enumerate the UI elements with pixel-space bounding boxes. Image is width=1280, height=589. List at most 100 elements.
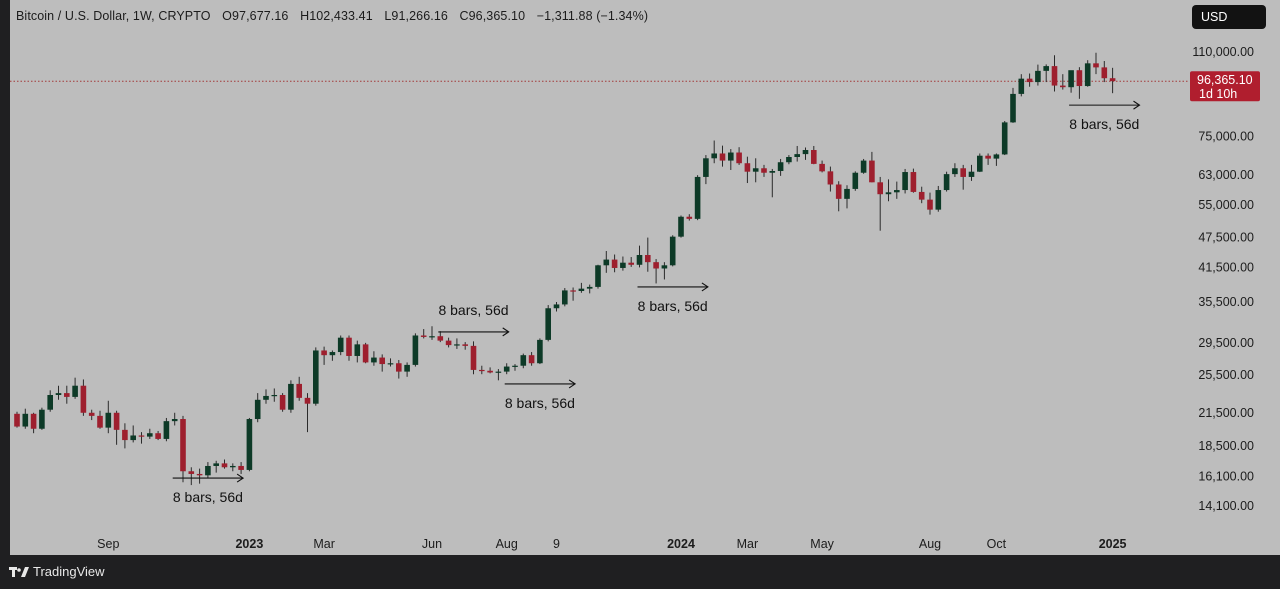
candle-body[interactable] [321, 350, 327, 356]
candle-body[interactable] [503, 366, 510, 372]
candle-body[interactable] [470, 345, 477, 370]
candle-body[interactable] [894, 190, 900, 193]
candle-body[interactable] [860, 160, 867, 173]
candle-body[interactable] [611, 259, 618, 268]
candle-body[interactable] [910, 172, 917, 192]
candle-body[interactable] [479, 369, 485, 372]
candle-body[interactable] [362, 344, 369, 363]
candle-body[interactable] [636, 255, 643, 265]
candle-body[interactable] [138, 435, 145, 437]
candle-body[interactable] [628, 262, 634, 265]
candle-body[interactable] [246, 419, 253, 470]
candle-body[interactable] [171, 419, 178, 422]
candle-body[interactable] [545, 308, 551, 340]
candle-body[interactable] [1001, 122, 1008, 155]
candle-body[interactable] [885, 192, 892, 195]
candle-body[interactable] [512, 365, 518, 367]
candle-body[interactable] [678, 216, 684, 237]
candle-body[interactable] [586, 286, 593, 289]
candle-body[interactable] [1026, 78, 1033, 83]
candle-body[interactable] [113, 412, 120, 430]
candle-body[interactable] [221, 463, 228, 468]
candle-body[interactable] [943, 174, 950, 191]
candle-body[interactable] [669, 236, 676, 266]
candle-body[interactable] [487, 370, 493, 373]
candle-body[interactable] [72, 385, 78, 397]
candle-body[interactable] [230, 465, 236, 468]
candle-body[interactable] [603, 259, 610, 266]
candle-body[interactable] [304, 397, 311, 404]
candle-body[interactable] [263, 395, 269, 400]
candle-body[interactable] [1084, 63, 1091, 87]
candle-body[interactable] [777, 162, 784, 172]
candle-body[interactable] [354, 344, 361, 356]
candle-body[interactable] [918, 191, 925, 200]
candle-body[interactable] [55, 393, 62, 395]
candle-body[interactable] [387, 363, 394, 365]
candle-body[interactable] [562, 290, 568, 305]
candle-body[interactable] [205, 465, 211, 476]
candle-body[interactable] [130, 435, 136, 441]
candle-body[interactable] [379, 357, 385, 365]
candle-body[interactable] [180, 419, 186, 472]
candle-body[interactable] [122, 429, 128, 441]
candle-body[interactable] [437, 336, 444, 341]
candle-body[interactable] [80, 385, 87, 413]
candle-body[interactable] [346, 337, 352, 356]
candle-body[interactable] [752, 168, 759, 172]
candle-body[interactable] [852, 172, 859, 189]
candle-body[interactable] [412, 335, 419, 365]
candle-body[interactable] [337, 337, 344, 353]
candle-body[interactable] [744, 163, 751, 172]
candle-body[interactable] [97, 415, 103, 428]
candle-body[interactable] [462, 344, 468, 346]
candle-body[interactable] [620, 262, 626, 268]
candle-body[interactable] [977, 155, 983, 172]
candle-body[interactable] [736, 152, 742, 164]
candle-body[interactable] [22, 413, 29, 427]
candle-body[interactable] [495, 371, 502, 373]
candle-body[interactable] [39, 409, 45, 429]
candle-body[interactable] [927, 199, 933, 210]
candle-body[interactable] [313, 350, 319, 404]
candle-body[interactable] [960, 168, 966, 177]
candle-body[interactable] [645, 255, 651, 263]
candle-body[interactable] [1010, 93, 1016, 123]
price-chart[interactable]: 110,000.00 75,000.00 63,000.00 55,000.00 47,… [0, 0, 1280, 555]
candle-body[interactable] [238, 465, 244, 470]
candle-body[interactable] [1035, 70, 1041, 83]
candle-body[interactable] [686, 216, 693, 219]
candle-body[interactable] [769, 171, 776, 173]
candle-body[interactable] [420, 335, 427, 337]
candle-body[interactable] [968, 171, 975, 177]
candle-body[interactable] [528, 355, 535, 364]
candle-body[interactable] [396, 363, 402, 372]
candle-body[interactable] [1051, 66, 1058, 86]
candle-body[interactable] [728, 152, 734, 161]
candle-body[interactable] [952, 168, 958, 175]
candle-body[interactable] [288, 383, 294, 410]
candle-body[interactable] [14, 413, 20, 427]
candle-body[interactable] [993, 154, 1000, 159]
currency-button[interactable]: USD [1192, 5, 1266, 29]
candle-body[interactable] [761, 168, 767, 173]
candle-body[interactable] [869, 160, 875, 183]
candle-body[interactable] [1018, 78, 1025, 94]
candle-body[interactable] [30, 413, 37, 429]
candle-body[interactable] [271, 394, 278, 397]
candle-body[interactable] [811, 150, 817, 164]
candle-body[interactable] [47, 394, 53, 410]
candle-body[interactable] [703, 158, 709, 177]
candle-body[interactable] [147, 433, 153, 437]
candle-body[interactable] [188, 471, 195, 474]
candle-body[interactable] [279, 394, 286, 410]
candle-body[interactable] [155, 433, 161, 439]
candle-body[interactable] [719, 153, 726, 161]
candle-body[interactable] [105, 412, 112, 428]
candle-body[interactable] [537, 339, 543, 364]
candle-body[interactable] [985, 155, 991, 159]
candle-body[interactable] [445, 340, 452, 346]
candle-body[interactable] [213, 463, 219, 466]
tradingview-logo[interactable]: TradingView [9, 564, 105, 579]
candle-body[interactable] [902, 172, 908, 191]
